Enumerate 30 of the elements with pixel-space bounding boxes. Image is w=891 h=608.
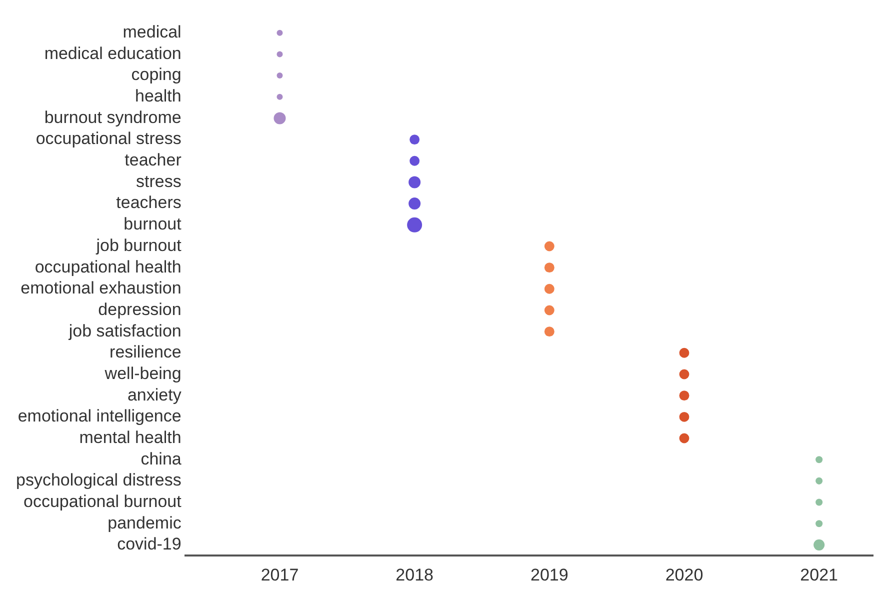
- y-tick-label: emotional intelligence: [18, 406, 182, 426]
- y-tick-label: emotional exhaustion: [20, 278, 182, 298]
- y-tick-label: occupational stress: [36, 129, 182, 148]
- y-tick-label: covid-19: [117, 534, 182, 554]
- y-tick-label: anxiety: [127, 385, 182, 404]
- y-tick-label: occupational burnout: [24, 492, 182, 511]
- x-tick-label: 2017: [260, 565, 299, 584]
- y-tick-label: burnout: [124, 214, 182, 234]
- y-tick-label: coping: [131, 65, 182, 84]
- y-tick-label: pandemic: [108, 513, 182, 532]
- y-tick-label: mental health: [79, 428, 182, 447]
- y-tick-label: resilience: [110, 342, 182, 362]
- y-tick-label: job satisfaction: [68, 321, 182, 340]
- y-tick-label: burnout syndrome: [44, 108, 182, 127]
- y-tick-label: job burnout: [95, 236, 182, 255]
- y-tick-label: medical education: [44, 44, 182, 63]
- x-tick-label: 2019: [530, 565, 568, 584]
- y-tick-label: well-being: [104, 364, 182, 383]
- y-tick-label: teacher: [124, 150, 182, 170]
- y-tick-label: health: [135, 86, 182, 106]
- y-tick-label: medical: [122, 22, 182, 42]
- y-tick-label: stress: [136, 172, 182, 191]
- y-tick-label: china: [140, 449, 182, 468]
- y-tick-label: occupational health: [34, 257, 182, 276]
- x-tick-label: 2021: [800, 565, 838, 584]
- y-tick-label: depression: [98, 300, 182, 319]
- y-tick-label: psychological distress: [16, 470, 182, 490]
- y-tick-label: teachers: [116, 193, 182, 212]
- x-tick-label: 2020: [665, 565, 704, 584]
- x-tick-label: 2018: [396, 565, 434, 584]
